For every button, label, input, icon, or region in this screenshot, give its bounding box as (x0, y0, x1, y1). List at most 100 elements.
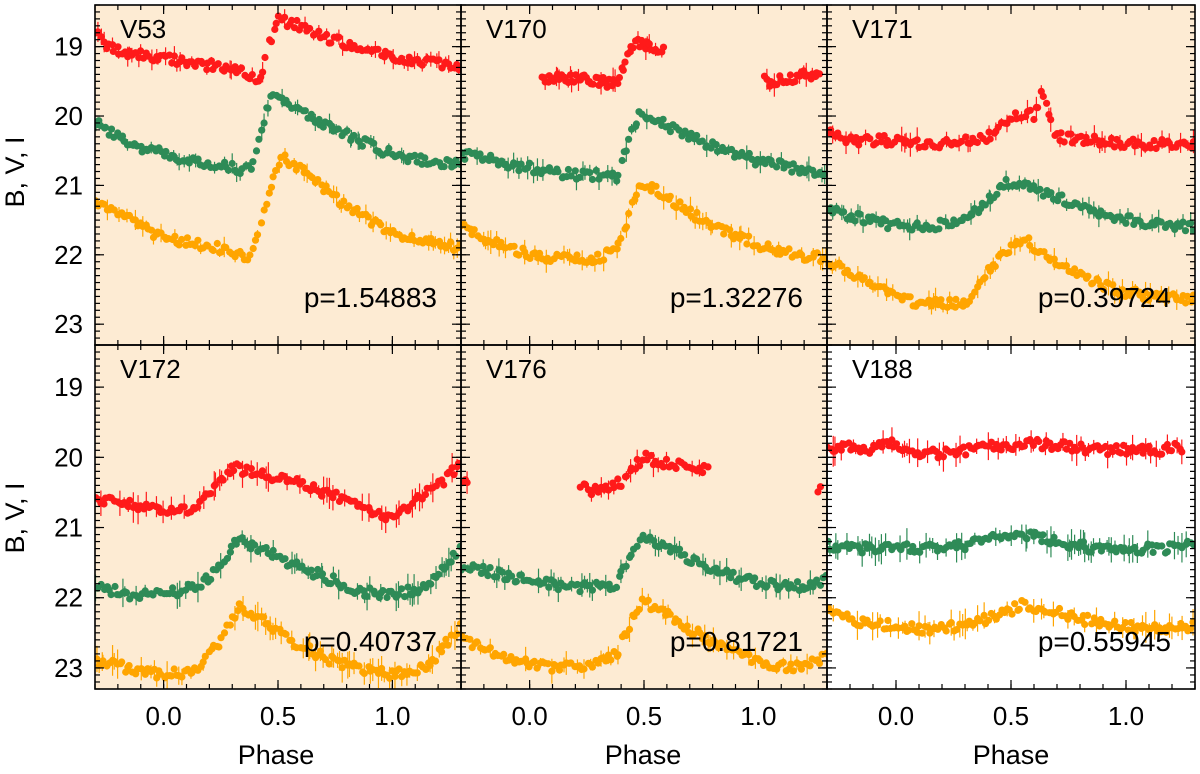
labels-layer: 19 20 21 22 23 V53 p=1.54883 V170 p=1.32276 V171 p… (54, 14, 1171, 731)
data-point-V-band-v188 (1149, 548, 1157, 557)
x-tick-label-v172: 1.0 (374, 701, 410, 731)
data-point-B-band-v188 (1015, 605, 1023, 613)
data-point-B-band-v188 (953, 625, 961, 634)
data-point-V-band-v172 (314, 565, 322, 574)
panels-layer (95, 5, 1195, 689)
data-point-I-band-v188 (939, 453, 948, 461)
data-point-I-band-v53 (418, 61, 426, 69)
data-point-I-band-v170 (614, 79, 622, 88)
data-point-B-band-v172 (444, 641, 452, 649)
data-point-I-band-v188 (1178, 448, 1186, 456)
data-point-V-band-v171 (1179, 218, 1187, 226)
data-point-V-band-v171 (993, 190, 1001, 198)
data-point-I-band-v176 (659, 463, 668, 471)
data-point-B-band-v176 (815, 659, 824, 668)
data-point-B-band-v188 (942, 627, 950, 635)
data-point-B-band-v176 (666, 610, 674, 618)
data-point-B-band-v188 (884, 616, 892, 625)
data-point-B-band-v188 (1111, 617, 1119, 625)
data-point-B-band-v188 (1095, 622, 1104, 630)
data-point-I-band-v172 (421, 491, 430, 499)
data-point-I-band-v172 (299, 478, 307, 486)
data-point-V-band-v172 (401, 593, 409, 601)
data-point-V-band-v188 (1023, 535, 1031, 543)
data-point-I-band-v171 (1026, 106, 1034, 114)
data-point-V-band-v188 (909, 542, 917, 551)
data-point-B-band-v176 (787, 660, 795, 668)
y-tick-label-v172: 20 (54, 442, 83, 472)
data-point-B-band-v176 (622, 631, 631, 640)
data-point-I-band-v53 (335, 33, 343, 41)
y-tick-label-v53: 22 (54, 240, 83, 270)
data-point-V-band-v188 (1039, 531, 1047, 539)
data-point-B-band-v172 (288, 636, 296, 645)
data-point-B-band-v53 (253, 231, 262, 239)
data-point-I-band-v171 (957, 137, 966, 146)
data-point-B-band-v53 (194, 236, 202, 244)
data-point-I-band-v171 (985, 128, 993, 136)
data-point-I-band-v188 (892, 440, 901, 448)
data-point-I-band-v172 (293, 475, 301, 483)
data-point-B-band-v176 (644, 596, 652, 605)
data-point-B-band-v53 (100, 200, 108, 208)
data-point-B-band-v170 (686, 205, 695, 213)
data-point-V-band-v53 (301, 107, 309, 115)
data-point-V-band-v171 (1047, 189, 1055, 197)
data-point-B-band-v53 (364, 213, 372, 221)
data-point-I-band-v188 (1078, 443, 1086, 451)
data-point-V-band-v172 (394, 591, 403, 599)
data-point-V-band-v170 (592, 166, 600, 175)
data-point-V-band-v176 (675, 545, 684, 553)
data-point-I-band-v170 (621, 58, 629, 66)
data-point-V-band-v53 (370, 139, 378, 147)
x-axis-title-right: Phase (973, 740, 1050, 770)
star-name-v172: V172 (120, 354, 181, 384)
data-point-B-band-v172 (360, 669, 368, 678)
data-point-B-band-v188 (980, 611, 988, 620)
data-point-I-band-v53 (306, 24, 314, 33)
data-point-I-band-v53 (267, 38, 275, 46)
data-point-I-band-v176 (633, 455, 641, 464)
data-point-I-band-v171 (1147, 144, 1155, 152)
data-point-I-band-v171 (1043, 99, 1051, 107)
data-point-B-band-v170 (510, 242, 518, 250)
data-point-I-band-v172 (126, 496, 134, 504)
data-point-B-band-v176 (486, 644, 494, 652)
data-point-V-band-v53 (411, 151, 419, 159)
data-point-V-band-v53 (249, 158, 257, 166)
data-point-B-band-v188 (947, 619, 955, 627)
data-point-V-band-v172 (427, 580, 435, 588)
data-point-I-band-v170 (619, 66, 627, 74)
data-point-V-band-v176 (484, 572, 492, 580)
data-point-B-band-v170 (622, 223, 631, 231)
data-point-B-band-v170 (785, 245, 793, 253)
data-point-V-band-v170 (788, 168, 796, 176)
data-point-I-band-v171 (877, 138, 886, 146)
data-point-I-band-v53 (259, 68, 267, 76)
x-tick-label-v188: 0.0 (878, 701, 914, 731)
data-point-V-band-v170 (745, 149, 753, 158)
data-point-V-band-v172 (416, 586, 424, 594)
panel-points-v53 (95, 9, 461, 264)
y-tick-label-v172: 22 (54, 583, 83, 613)
data-point-I-band-v53 (214, 60, 222, 68)
data-point-V-band-v188 (961, 546, 969, 554)
data-point-V-band-v170 (712, 141, 720, 149)
data-point-I-band-v170 (786, 71, 795, 79)
data-point-B-band-v171 (1026, 241, 1034, 250)
data-point-V-band-v53 (399, 153, 408, 161)
data-point-V-band-v171 (981, 201, 989, 209)
data-point-V-band-v171 (860, 219, 868, 227)
data-point-V-band-v172 (312, 572, 321, 580)
data-point-V-band-v188 (1158, 542, 1166, 550)
data-point-B-band-v172 (99, 657, 107, 665)
data-point-V-band-v171 (913, 219, 921, 227)
data-point-I-band-v53 (293, 16, 301, 25)
data-point-V-band-v172 (360, 587, 368, 595)
data-point-B-band-v53 (265, 189, 273, 197)
x-tick-label-v176: 1.0 (740, 701, 776, 731)
period-label-v172: p=0.40737 (304, 626, 437, 657)
data-point-V-band-v53 (404, 158, 412, 166)
data-point-V-band-v170 (707, 144, 715, 152)
data-point-B-band-v172 (125, 662, 133, 670)
